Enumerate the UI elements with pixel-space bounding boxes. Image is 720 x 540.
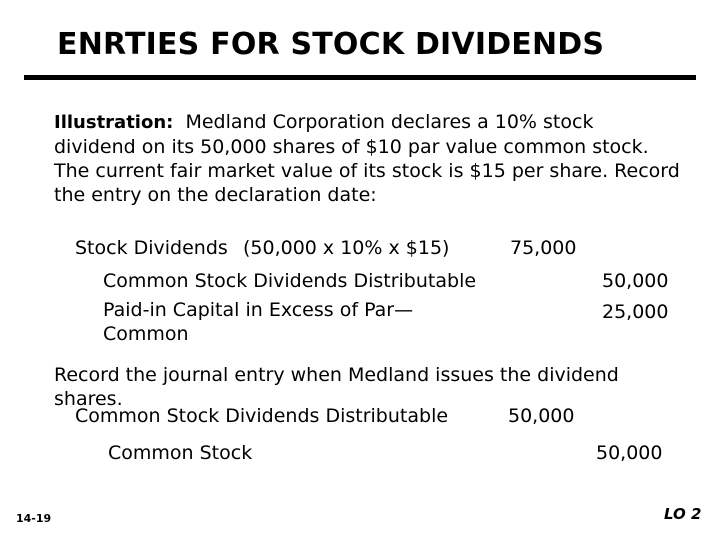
entry1-credit2-account-line2: Common xyxy=(103,323,189,345)
illustration-line-3: The current fair market value of its sto… xyxy=(54,160,680,182)
entry1-debit-calc: (50,000 x 10% x $15) xyxy=(243,237,450,259)
illustration-paragraph: Illustration: Medland Corporation declar… xyxy=(54,110,714,207)
entry1-debit-amount: 75,000 xyxy=(510,237,577,259)
illustration-label: Illustration: xyxy=(54,112,174,133)
entry1-credit2-account-line1: Paid-in Capital in Excess of Par— xyxy=(103,299,414,321)
entry1-credit1-amount: 50,000 xyxy=(602,270,669,292)
entry2-credit-amount: 50,000 xyxy=(596,442,663,464)
entry1-debit-account: Stock Dividends xyxy=(75,237,228,259)
entry1-credit2-amount: 25,000 xyxy=(602,301,669,323)
slide-number: 14-19 xyxy=(16,512,52,525)
illustration-line-1: Illustration: Medland Corporation declar… xyxy=(54,110,714,135)
illustration-line-4: the entry on the declaration date: xyxy=(54,184,377,206)
record-text-line-2: shares. xyxy=(54,388,123,410)
illustration-line-2: dividend on its 50,000 shares of $10 par… xyxy=(54,136,649,158)
illustration-text-1: Medland Corporation declares a 10% stock xyxy=(185,111,594,133)
entry1-credit1-account: Common Stock Dividends Distributable xyxy=(103,270,477,292)
entry2-debit-account: Common Stock Dividends Distributable xyxy=(75,405,449,427)
entry2-debit-amount: 50,000 xyxy=(508,405,575,427)
record-text-line-1: Record the journal entry when Medland is… xyxy=(54,364,619,386)
title-underline xyxy=(24,75,696,80)
entry2-credit-account: Common Stock xyxy=(108,442,253,464)
slide-title: ENRTIES FOR STOCK DIVIDENDS xyxy=(57,27,605,62)
learning-objective: LO 2 xyxy=(664,505,702,523)
